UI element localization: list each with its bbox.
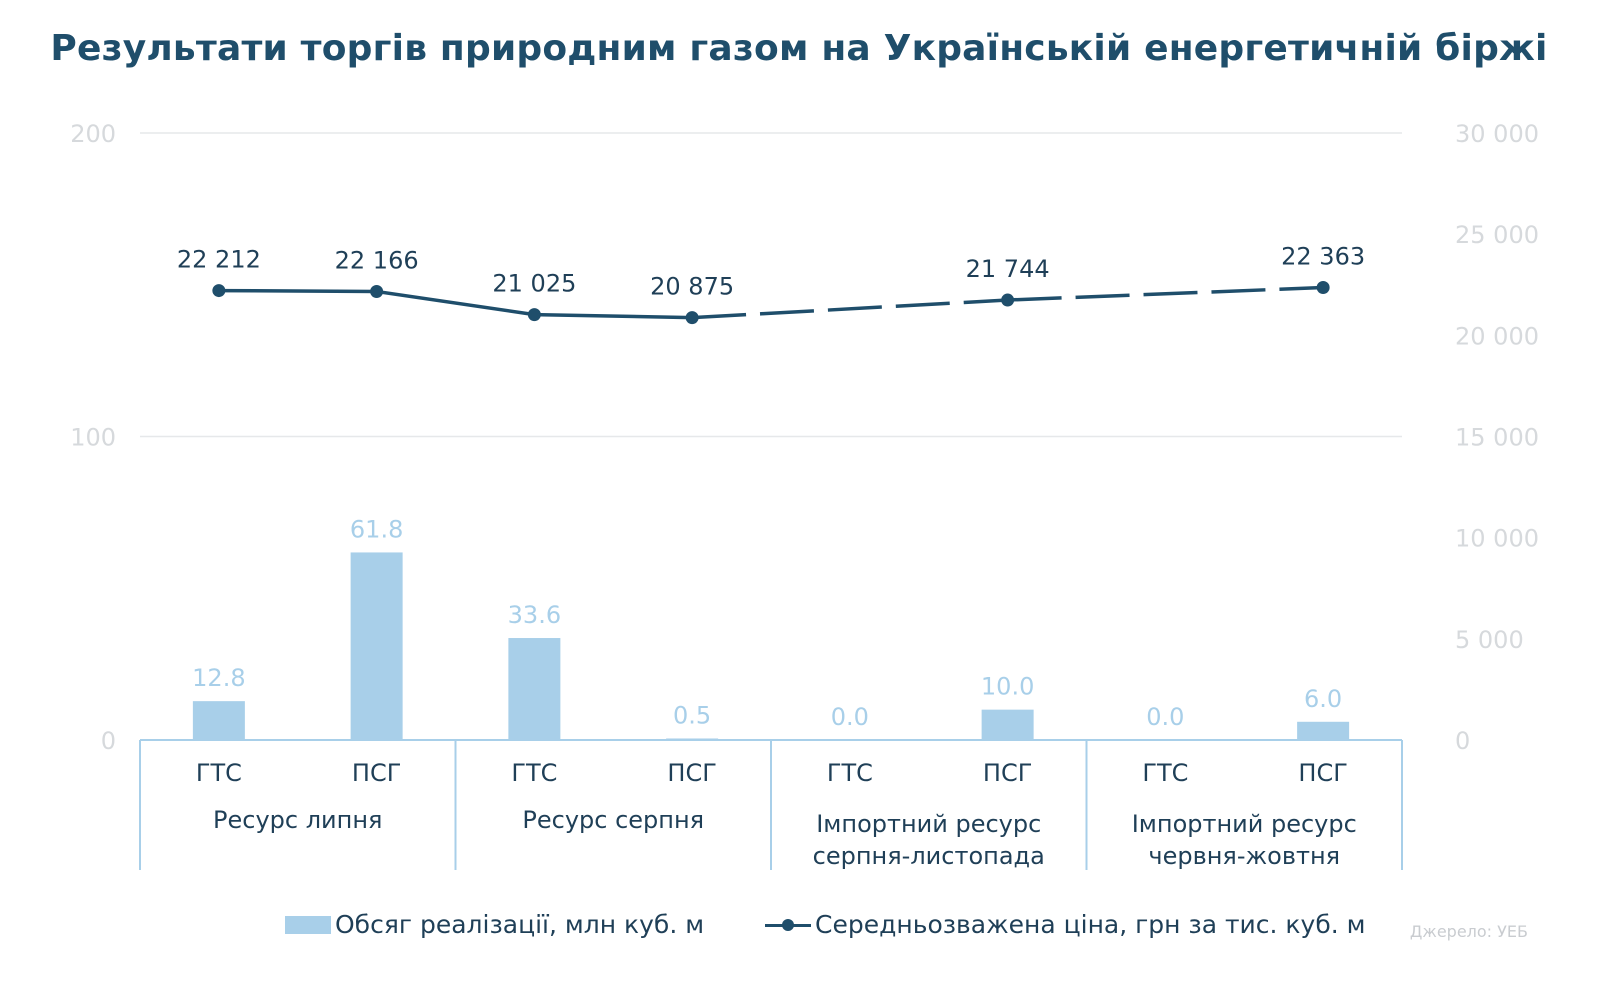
group-label: серпня-листопада — [813, 842, 1045, 870]
legend: Обсяг реалізації, млн куб. м Середньозва… — [0, 910, 1598, 950]
combo-chart: 0 100 200 0 5 000 10 000 15 000 20 000 25 000 30… — [70, 120, 1539, 870]
price-point — [527, 308, 541, 322]
bar-value-label: 33.6 — [508, 601, 561, 629]
bar-series — [192, 552, 1350, 740]
price-point — [685, 311, 699, 325]
category-label: ГТС — [827, 759, 873, 787]
left-tick-label: 200 — [70, 120, 116, 148]
right-tick-label: 10 000 — [1455, 525, 1539, 553]
category-label: ГТС — [1142, 759, 1188, 787]
right-tick-label: 5 000 — [1455, 626, 1524, 654]
group-label: Ресурс серпня — [522, 806, 704, 834]
gridlines — [140, 132, 1402, 438]
group-label: червня-жовтня — [1148, 842, 1340, 870]
price-point — [212, 284, 226, 298]
bar-value-label: 0.5 — [673, 701, 711, 729]
right-tick-label: 15 000 — [1455, 424, 1539, 452]
price-data-labels: 22 212 22 166 21 025 20 875 21 744 22 363 — [177, 243, 1365, 301]
price-value-label: 22 363 — [1281, 243, 1365, 271]
price-value-label: 22 166 — [335, 247, 419, 275]
category-label: ПСГ — [983, 759, 1032, 787]
price-line-segment — [376, 289, 535, 317]
right-tick-label: 20 000 — [1455, 322, 1539, 350]
source-note: Джерело: УЕБ — [1409, 922, 1528, 941]
group-label: Імпортний ресурс — [1132, 810, 1357, 838]
bar-value-label: 6.0 — [1304, 685, 1342, 713]
category-label: ПСГ — [1298, 759, 1347, 787]
right-tick-label: 25 000 — [1455, 221, 1539, 249]
price-line-segment — [218, 288, 377, 294]
price-line-segment — [692, 298, 1008, 320]
bar — [192, 701, 245, 740]
group-label: Ресурс липня — [213, 806, 382, 834]
group-label: Імпортний ресурс — [816, 810, 1041, 838]
category-axis: ГТС ПСГ ГТС ПСГ ГТС ПСГ ГТС ПСГ Ресурс липня Ресу… — [139, 739, 1403, 870]
bar-value-label: 0.0 — [831, 703, 869, 731]
bar — [1297, 721, 1350, 740]
price-value-label: 21 744 — [966, 255, 1050, 283]
left-tick-label: 100 — [70, 424, 116, 452]
legend-item-price: Середньозважена ціна, грн за тис. куб. м — [765, 910, 1366, 939]
category-label: ПСГ — [667, 759, 716, 787]
price-value-label: 21 025 — [492, 270, 576, 298]
bar-value-label: 12.8 — [192, 664, 245, 692]
price-point — [1001, 293, 1015, 307]
legend-bar-swatch — [285, 915, 331, 934]
price-line-segment — [1007, 285, 1324, 302]
right-tick-label: 0 — [1455, 727, 1470, 755]
category-label: ГТС — [511, 759, 557, 787]
right-tick-label: 30 000 — [1455, 120, 1539, 148]
price-point — [1316, 281, 1330, 295]
bar-value-label: 10.0 — [981, 673, 1034, 701]
price-line-series — [212, 281, 1330, 325]
price-point — [370, 285, 384, 299]
legend-item-volume: Обсяг реалізації, млн куб. м — [285, 910, 704, 939]
category-label: ГТС — [196, 759, 242, 787]
category-label: ПСГ — [352, 759, 401, 787]
chart-title: Результати торгів природним газом на Укр… — [50, 28, 1548, 69]
bar-value-label: 0.0 — [1146, 703, 1184, 731]
price-value-label: 20 875 — [650, 273, 734, 301]
bar-data-labels: 12.8 61.8 33.6 0.5 0.0 10.0 0.0 6.0 — [192, 515, 1342, 731]
left-tick-label: 0 — [101, 727, 116, 755]
legend-line-swatch — [765, 915, 811, 935]
bar — [508, 638, 561, 740]
price-value-label: 22 212 — [177, 246, 261, 274]
legend-label-price: Середньозважена ціна, грн за тис. куб. м — [815, 910, 1366, 939]
price-line-segment — [534, 312, 693, 320]
bar — [350, 552, 403, 740]
bar-value-label: 61.8 — [350, 515, 403, 543]
bar — [981, 709, 1034, 740]
right-axis: 0 5 000 10 000 15 000 20 000 25 000 30 000 — [1455, 120, 1539, 755]
left-axis: 0 100 200 — [70, 120, 116, 755]
legend-label-volume: Обсяг реалізації, млн куб. м — [335, 910, 705, 939]
